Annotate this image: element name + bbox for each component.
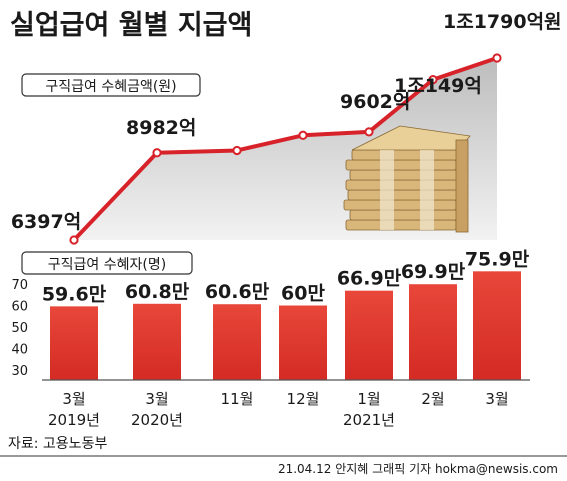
x-tick-month-0: 3월 [62, 390, 85, 408]
line-point-2 [232, 145, 242, 156]
source-text: 자료: 고용노동부 [8, 436, 107, 452]
bar-value-label-6: 75.9만 [465, 248, 530, 270]
x-tick-month-6: 3월 [485, 390, 508, 408]
bar-value-label-1: 60.8만 [125, 281, 190, 303]
x-tick-month-5: 2월 [421, 390, 444, 408]
money-stack-illustration [343, 125, 471, 233]
line-value-label-1: 8982억 [126, 117, 196, 139]
y-tick-label: 40 [11, 343, 28, 358]
y-tick-label: 60 [11, 300, 28, 315]
x-tick-year-0: 2019년 [48, 411, 100, 429]
bar-0 [50, 306, 98, 380]
line-point-0 [69, 235, 79, 245]
x-tick-year-4: 2021년 [343, 411, 395, 429]
line-series-tag: 구직급여 수혜금액(원) [21, 73, 201, 97]
bar-3 [279, 305, 327, 380]
bar-value-label-5: 69.9만 [401, 261, 466, 283]
x-tick-month-3: 12월 [287, 390, 320, 408]
x-tick-year-1: 2020년 [131, 411, 183, 429]
credit-text: 21.04.12 안지혜 그래픽 기자 hokma@newsis.com [278, 462, 558, 476]
bar-value-label-4: 66.9만 [337, 268, 402, 290]
line-point-5 [428, 75, 438, 85]
bar-value-label-3: 60만 [281, 283, 325, 305]
bar-series-tag: 구직급여 수혜자(명) [21, 251, 193, 275]
bar-6 [473, 271, 521, 380]
line-point-1 [152, 148, 162, 158]
line-point-3 [298, 130, 308, 140]
line-value-label-0: 6397억 [11, 211, 81, 233]
x-tick-month-2: 11월 [221, 390, 254, 408]
x-tick-month-1: 3월 [145, 390, 168, 408]
y-tick-label: 50 [11, 321, 28, 336]
bar-2 [213, 304, 261, 380]
bar-series-label: 구직급여 수혜자(명) [48, 257, 166, 273]
bar-1 [133, 303, 181, 380]
y-tick-label: 70 [11, 278, 28, 293]
bar-5 [409, 284, 457, 380]
line-series-label: 구직급여 수혜금액(원) [45, 79, 176, 95]
chart-title: 실업급여 월별 지급액 [10, 10, 252, 41]
line-point-6 [492, 53, 502, 63]
line-point-4 [364, 127, 374, 137]
line-value-label-6: 1조1790억원 [443, 11, 562, 33]
bar-value-label-0: 59.6만 [42, 283, 107, 305]
bar-4 [345, 290, 393, 380]
line-value-label-5: 1조149억 [394, 75, 482, 97]
line-value-label-4: 9602억 [340, 91, 410, 113]
bar-value-label-2: 60.6만 [205, 281, 270, 303]
x-tick-month-4: 1월 [357, 390, 380, 408]
y-tick-label: 30 [11, 364, 28, 379]
